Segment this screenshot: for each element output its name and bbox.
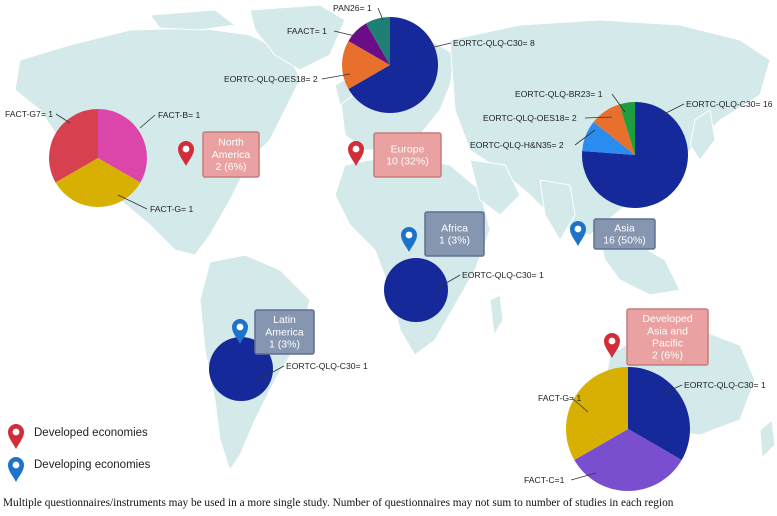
land-madagascar: [489, 294, 504, 337]
pie-slice-asia-eortc-qlq-h-n35: [582, 121, 635, 155]
region-name: Europe: [391, 143, 425, 155]
leader-line: [570, 472, 597, 481]
region-summary: 1 (3%): [269, 339, 300, 351]
pie-chart-developed-asia-and-pacific: EORTC-QLQ-C30= 1 FACT-C=1 FACT-G= 1: [524, 367, 766, 491]
slice-label-europe-eortc-qlq-oes18: EORTC-QLQ-OES18= 2: [224, 74, 318, 84]
map-pin-red-icon: [8, 424, 24, 449]
map-pin-red-icon: [604, 333, 620, 358]
map-pin-blue-icon: [8, 457, 24, 482]
pie-slice-europe-faact: [348, 23, 390, 65]
region-name: America: [265, 326, 304, 338]
pie-chart-north-america: FACT-B= 1 FACT-G= 1 FACT-G7= 1: [5, 108, 200, 214]
slice-label-asia-eortc-qlq-c30: EORTC-QLQ-C30= 16: [686, 99, 773, 109]
pie-slice-developed-asia-and-pacific-fact-g: [566, 367, 628, 460]
region-name: North: [218, 137, 244, 149]
map-pin-red-icon: [178, 141, 194, 166]
leader-line: [117, 194, 148, 210]
slice-label-asia-eortc-qlq-h-n35: EORTC-QLQ-H&N35= 2: [470, 140, 564, 150]
pie-slice-europe-eortc-qlq-c30: [348, 17, 438, 114]
leader-line: [611, 93, 626, 113]
region-name: Latin: [273, 314, 296, 326]
leader-line: [333, 30, 356, 37]
leader-line: [663, 384, 683, 394]
pie-slice-developed-asia-and-pacific-eortc-qlq-c30: [628, 367, 690, 460]
slice-label-asia-eortc-qlq-br23: EORTC-QLQ-BR23= 1: [515, 89, 603, 99]
leader-line: [659, 103, 685, 117]
pie-slice-asia-eortc-qlq-c30: [582, 102, 689, 209]
pie-chart-asia: EORTC-QLQ-C30= 16 EORTC-QLQ-H&N35= 2 EORTC…: [470, 89, 773, 209]
region-name: Asia and: [647, 325, 688, 337]
footnote: Multiple questionnaires/instruments may …: [3, 497, 674, 509]
slice-label-north-america-fact-g7: FACT-G7= 1: [5, 109, 53, 119]
slice-label-africa-eortc-qlq-c30: EORTC-QLQ-C30= 1: [462, 270, 544, 280]
land-japan: [689, 109, 716, 161]
region-name: Pacific: [652, 338, 683, 350]
leader-line: [571, 397, 589, 413]
slice-label-europe-eortc-qlq-c30: EORTC-QLQ-C30= 8: [453, 38, 535, 48]
leader-line: [139, 114, 156, 129]
pie-slice-north-america-fact-g: [55, 158, 141, 208]
map-pin-blue-icon: [401, 227, 417, 252]
pie-slice-north-america-fact-g7: [48, 109, 98, 183]
slice-label-developed-asia-and-pacific-eortc-qlq-c30: EORTC-QLQ-C30= 1: [684, 380, 766, 390]
legend: Developed economies Developing economies: [8, 424, 151, 482]
leader-line: [429, 42, 452, 49]
pie-slice-africa-eortc-qlq-c30: [384, 258, 448, 322]
slice-label-europe-faact: FAACT= 1: [287, 26, 327, 36]
pie-slice-north-america-fact-b: [98, 108, 148, 183]
pie-chart-europe: EORTC-QLQ-C30= 8 EORTC-QLQ-OES18= 2 FAACT=…: [224, 3, 535, 114]
region-name: Africa: [441, 222, 468, 234]
pie-slice-asia-eortc-qlq-br23: [619, 102, 635, 155]
leader-line: [321, 73, 351, 80]
region-name: Developed: [642, 313, 692, 325]
leader-line: [435, 274, 461, 290]
map-pin-blue-icon: [570, 221, 586, 246]
leader-line: [377, 7, 384, 21]
slice-label-europe-pan26: PAN26= 1: [333, 3, 372, 13]
region-summary: 16 (50%): [603, 235, 646, 247]
land-africa: [334, 154, 491, 356]
land-arabia-india: [469, 159, 576, 241]
region-name: Asia: [614, 222, 635, 234]
map-pin-blue-icon: [232, 319, 248, 344]
leader-line: [257, 365, 285, 381]
legend-developed-label: Developed economies: [34, 427, 148, 439]
leader-line: [574, 129, 596, 146]
slice-label-developed-asia-and-pacific-fact-g: FACT-G= 1: [538, 393, 581, 403]
slice-label-asia-eortc-qlq-oes18: EORTC-QLQ-OES18= 2: [483, 113, 577, 123]
land-canada-islands: [149, 9, 237, 31]
region-summary: 1 (3%): [439, 235, 470, 247]
pie-slice-developed-asia-and-pacific-fact-c: [574, 429, 682, 491]
land-greenland: [249, 4, 346, 71]
leader-line: [584, 116, 613, 119]
slice-label-latin-america-eortc-qlq-c30: EORTC-QLQ-C30= 1: [286, 361, 368, 371]
region-summary: 2 (6%): [216, 161, 247, 173]
region-summary: 10 (32%): [386, 156, 429, 168]
pie-chart-africa: EORTC-QLQ-C30= 1: [384, 258, 544, 322]
region-name: America: [212, 149, 251, 161]
slice-label-developed-asia-and-pacific-fact-c: FACT-C=1: [524, 475, 565, 485]
pie-slice-europe-eortc-qlq-oes18: [341, 41, 390, 89]
leader-line: [55, 113, 71, 124]
map-pin-red-icon: [348, 141, 364, 166]
slice-label-north-america-fact-g: FACT-G= 1: [150, 204, 193, 214]
land-new-zealand: [759, 419, 776, 460]
region-summary: 2 (6%): [652, 350, 683, 362]
legend-developing-label: Developing economies: [34, 459, 151, 471]
slice-label-north-america-fact-b: FACT-B= 1: [158, 110, 200, 120]
pie-slice-europe-pan26: [366, 17, 390, 65]
